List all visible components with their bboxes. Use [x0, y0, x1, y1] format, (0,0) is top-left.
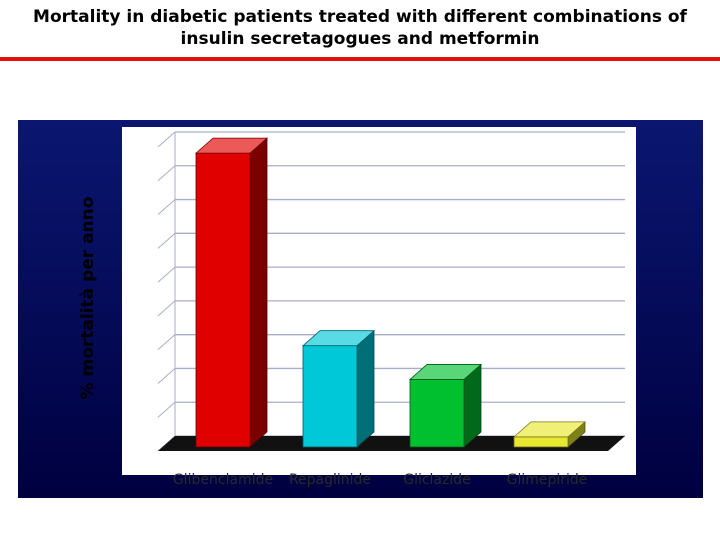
x-tick-label-repaglinide: Repaglinide [288, 472, 372, 488]
title-divider [0, 57, 720, 61]
x-tick-label-glibenclamide: Glibenclamide [172, 472, 274, 488]
gridline-wall-tick [157, 334, 176, 351]
bar-front-face [513, 436, 569, 448]
bar-side-face [249, 137, 268, 448]
gridline-wall-tick [157, 266, 176, 283]
bar-front-face [302, 345, 358, 448]
bar-side-face [356, 329, 375, 448]
bar-top-face [512, 421, 587, 438]
chart-title-line-1: Mortality in diabetic patients treated w… [33, 7, 687, 27]
bar-top-face [194, 137, 269, 154]
gridline-wall-tick [157, 165, 176, 182]
gridline-wall-tick [157, 131, 176, 148]
gridline-wall-tick [157, 199, 176, 215]
bar-glibenclamide [194, 137, 269, 448]
floor-plane [158, 436, 625, 451]
bar-gliclazide [408, 363, 483, 448]
bar-repaglinide [301, 329, 376, 448]
x-tick-label-gliclazide: Gliclazide [403, 472, 471, 488]
gridline-wall-tick [157, 232, 176, 249]
bars [194, 137, 587, 448]
gridline-wall-tick [157, 368, 176, 384]
bar-top-face [408, 364, 483, 380]
chart-title: Mortality in diabetic patients treated w… [0, 6, 720, 50]
bar-front-face [195, 152, 251, 448]
chart-floor [158, 436, 625, 451]
bar-glimepiride [512, 420, 587, 448]
gridline-wall-tick [157, 300, 176, 317]
x-tick-label-glimepiride: Glimepiride [506, 472, 588, 488]
bar-front-face [409, 379, 465, 448]
gridline-wall-tick [157, 401, 176, 418]
chart-title-line-2: insulin secretagogues and metformin [180, 29, 540, 49]
bar-top-face [301, 330, 376, 347]
y-axis-label: % mortalità per anno [78, 196, 98, 400]
